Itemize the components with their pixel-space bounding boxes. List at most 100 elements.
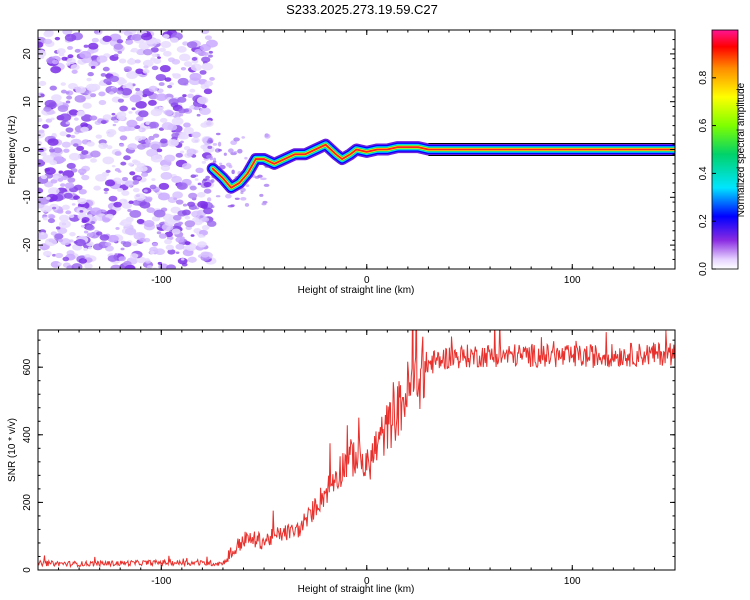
noise-speckle xyxy=(88,61,99,68)
noise-speckle xyxy=(39,151,47,157)
noise-speckle xyxy=(150,154,163,163)
noise-speckle xyxy=(102,35,112,42)
noise-speckle xyxy=(83,44,89,48)
noise-speckle xyxy=(187,256,197,263)
noise-speckle xyxy=(141,32,153,41)
noise-speckle xyxy=(65,210,72,215)
noise-speckle xyxy=(181,162,192,170)
noise-speckle xyxy=(203,52,209,56)
noise-speckle xyxy=(102,217,111,223)
noise-speckle xyxy=(55,252,64,259)
noise-speckle xyxy=(50,178,58,184)
noise-speckle xyxy=(171,228,181,235)
noise-speckle xyxy=(201,160,207,164)
noise-speckle xyxy=(104,191,108,195)
noise-speckle xyxy=(153,209,166,218)
noise-speckle xyxy=(44,167,51,172)
noise-speckle xyxy=(88,42,99,50)
noise-speckle xyxy=(167,57,176,63)
noise-speckle xyxy=(259,177,267,181)
snr-series xyxy=(38,330,675,569)
noise-speckle xyxy=(51,94,62,102)
colorbar-label: Normalized spectral amplitude xyxy=(736,82,747,217)
noise-speckle xyxy=(90,150,101,158)
noise-speckle xyxy=(175,243,185,250)
noise-speckle xyxy=(124,264,136,269)
noise-speckle xyxy=(98,142,108,150)
noise-speckle xyxy=(207,138,213,143)
noise-speckle xyxy=(175,236,185,243)
noise-speckle xyxy=(245,184,250,188)
noise-speckle xyxy=(49,85,57,91)
noise-speckle xyxy=(46,208,52,212)
noise-speckle xyxy=(38,159,46,167)
noise-speckle xyxy=(166,264,176,269)
noise-speckle xyxy=(58,214,70,222)
noise-speckle xyxy=(240,187,246,192)
noise-speckle xyxy=(200,83,210,90)
noise-speckle xyxy=(84,90,90,94)
noise-speckle xyxy=(199,107,211,115)
noise-speckle xyxy=(143,220,155,228)
noise-speckle xyxy=(66,134,72,138)
noise-speckle xyxy=(141,172,149,177)
noise-speckle xyxy=(67,45,73,50)
noise-speckle xyxy=(99,234,110,241)
noise-speckle xyxy=(197,182,202,186)
noise-speckle xyxy=(194,49,202,54)
noise-speckle xyxy=(135,68,144,75)
snr-y-ticks: 0 200 400 600 xyxy=(22,339,675,573)
noise-speckle xyxy=(218,148,222,152)
noise-speckle xyxy=(91,37,99,43)
noise-speckle xyxy=(54,36,61,41)
noise-speckle xyxy=(106,132,115,138)
snr-y-axis-label: SNR (10 * v/v) xyxy=(7,418,18,482)
noise-speckle xyxy=(62,30,73,35)
noise-speckle xyxy=(233,137,240,142)
noise-speckle xyxy=(129,171,136,176)
noise-speckle xyxy=(176,182,188,190)
noise-speckle xyxy=(40,174,48,180)
noise-speckle xyxy=(178,221,184,225)
noise-speckle xyxy=(167,249,176,255)
noise-speckle xyxy=(178,108,187,114)
noise-speckle xyxy=(79,50,92,59)
noise-speckle xyxy=(117,98,125,103)
noise-speckle xyxy=(223,152,227,156)
noise-speckle xyxy=(126,119,138,128)
noise-speckle xyxy=(96,55,108,63)
noise-speckle xyxy=(184,241,191,246)
noise-speckle xyxy=(194,178,199,181)
noise-speckle xyxy=(136,256,147,264)
noise-speckle xyxy=(108,195,118,202)
noise-speckle xyxy=(132,200,139,206)
noise-speckle xyxy=(52,175,60,180)
snr-line xyxy=(38,330,675,569)
noise-speckle xyxy=(95,231,103,236)
noise-speckle xyxy=(79,172,85,176)
noise-speckle xyxy=(118,256,126,262)
noise-speckle xyxy=(130,49,135,53)
noise-speckle xyxy=(127,209,132,212)
noise-speckle xyxy=(157,56,161,59)
noise-speckle xyxy=(198,234,204,238)
noise-speckle xyxy=(119,79,128,85)
noise-speckle xyxy=(148,135,155,141)
noise-speckle xyxy=(210,205,215,209)
noise-speckle xyxy=(40,232,45,235)
noise-speckle xyxy=(38,93,41,97)
colorbar-tick-label: 0.8 xyxy=(698,70,709,84)
noise-speckle xyxy=(137,143,146,150)
noise-speckle xyxy=(55,226,61,230)
noise-speckle xyxy=(111,87,119,93)
noise-speckle xyxy=(202,217,210,222)
noise-speckle xyxy=(156,231,162,235)
noise-speckle xyxy=(123,66,132,72)
noise-speckle xyxy=(58,170,64,174)
noise-speckle xyxy=(82,102,92,109)
noise-speckle xyxy=(192,217,200,223)
noise-speckle xyxy=(118,58,127,64)
noise-speckle xyxy=(110,264,122,269)
spectrogram-x-ticks: -100 0 100 xyxy=(58,30,676,286)
noise-speckle xyxy=(146,265,153,269)
